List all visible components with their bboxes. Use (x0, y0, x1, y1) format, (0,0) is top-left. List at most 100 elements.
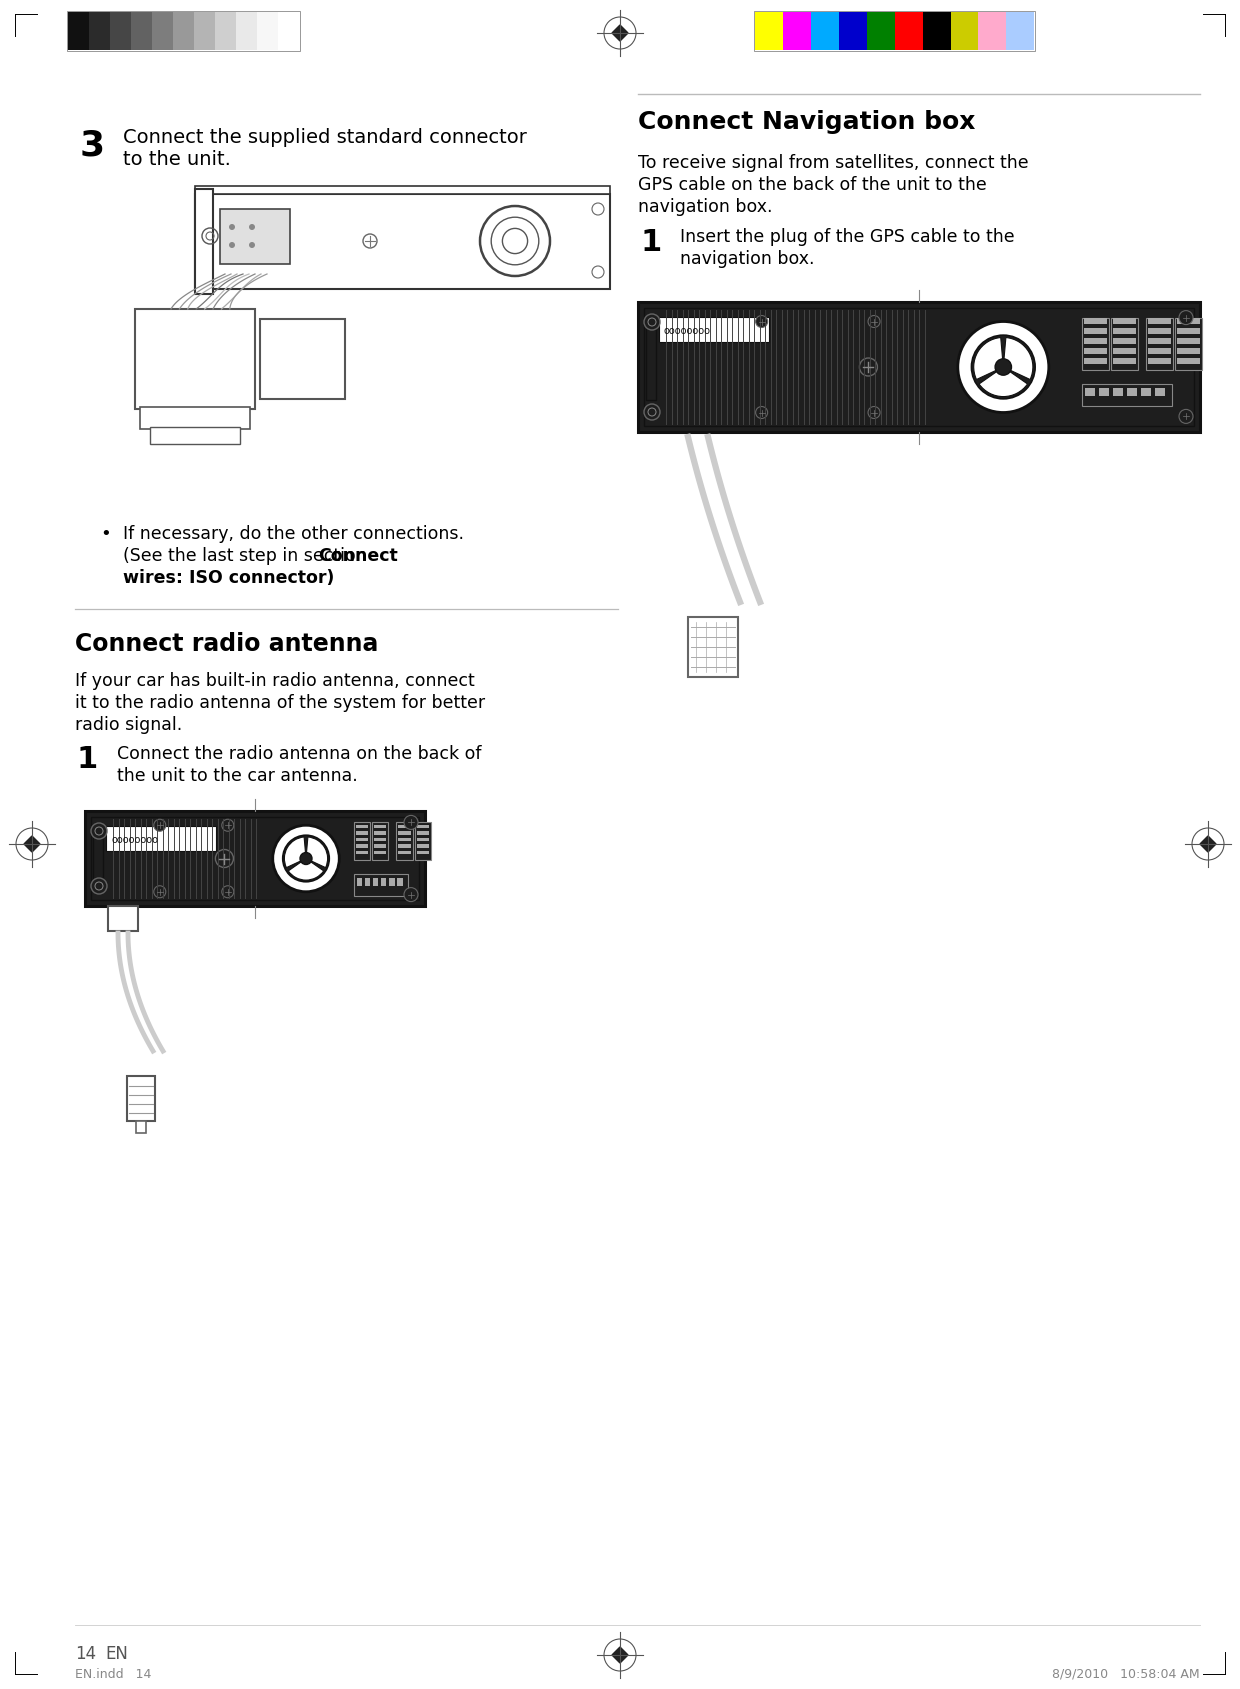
Bar (1085, 388, 1095, 397)
Polygon shape (24, 836, 40, 853)
Circle shape (300, 853, 312, 865)
Text: Connect the radio antenna on the back of: Connect the radio antenna on the back of (117, 745, 481, 762)
Circle shape (229, 225, 236, 231)
Bar (1148, 319, 1171, 324)
Circle shape (154, 887, 166, 899)
Text: the unit to the car antenna.: the unit to the car antenna. (117, 767, 358, 784)
Bar (417, 826, 429, 829)
Bar (135, 309, 255, 410)
Bar (1084, 350, 1107, 355)
Bar (353, 875, 408, 897)
Circle shape (868, 407, 880, 419)
Bar (373, 878, 378, 887)
Bar (398, 851, 410, 855)
Circle shape (91, 878, 107, 895)
Circle shape (249, 225, 255, 231)
Bar (1177, 350, 1200, 355)
Bar (1114, 329, 1136, 334)
Bar (1114, 350, 1136, 355)
Circle shape (1179, 311, 1193, 326)
Circle shape (755, 316, 768, 328)
Bar (755, 14, 782, 51)
Bar (356, 826, 368, 829)
Bar (68, 14, 89, 51)
Bar (1099, 388, 1109, 397)
Text: •: • (100, 525, 110, 542)
Text: 3: 3 (81, 128, 105, 162)
Bar (1084, 329, 1107, 334)
Bar (398, 826, 410, 829)
Bar (417, 844, 429, 848)
Bar (195, 194, 610, 291)
Wedge shape (288, 860, 324, 880)
Text: 14: 14 (74, 1643, 97, 1662)
Text: radio signal.: radio signal. (74, 716, 182, 733)
Bar (356, 844, 368, 848)
Bar (1148, 339, 1171, 345)
Text: to the unit.: to the unit. (123, 150, 231, 169)
Bar (110, 14, 131, 51)
Circle shape (859, 358, 878, 377)
Bar (397, 823, 413, 861)
Circle shape (971, 336, 1035, 400)
Bar (357, 878, 362, 887)
Circle shape (404, 888, 418, 902)
Bar (236, 14, 257, 51)
Text: Connect: Connect (317, 547, 398, 564)
Bar (215, 14, 236, 51)
Bar (195, 189, 213, 296)
Bar (644, 309, 1194, 427)
Bar (356, 838, 368, 841)
Bar (193, 14, 215, 51)
Circle shape (222, 819, 234, 831)
Bar (353, 823, 370, 861)
Text: To receive signal from satellites, connect the: To receive signal from satellites, conne… (639, 154, 1029, 172)
Circle shape (480, 206, 551, 277)
Bar (1148, 329, 1171, 334)
Circle shape (222, 887, 234, 899)
Bar (374, 844, 386, 848)
Circle shape (1179, 410, 1193, 424)
Bar (374, 851, 386, 855)
Text: it to the radio antenna of the system for better: it to the radio antenna of the system fo… (74, 694, 485, 711)
Text: oooooooo: oooooooo (663, 326, 711, 336)
Bar (140, 407, 250, 429)
Bar (398, 844, 410, 848)
Wedge shape (973, 338, 1003, 380)
Circle shape (216, 850, 233, 868)
Circle shape (273, 826, 340, 892)
Bar (260, 319, 345, 400)
Bar (398, 831, 410, 836)
Text: GPS cable on the back of the unit to the: GPS cable on the back of the unit to the (639, 176, 987, 194)
Polygon shape (1200, 836, 1216, 853)
Bar (374, 831, 386, 836)
Bar (93, 831, 103, 883)
Bar (978, 14, 1007, 51)
Bar (417, 838, 429, 841)
Bar (754, 12, 1035, 52)
Text: Connect radio antenna: Connect radio antenna (74, 632, 378, 655)
Text: Insert the plug of the GPS cable to the: Insert the plug of the GPS cable to the (680, 228, 1014, 247)
Bar (951, 14, 978, 51)
Circle shape (996, 360, 1012, 377)
Bar (639, 302, 1200, 432)
Bar (1148, 350, 1171, 355)
Bar (1146, 319, 1173, 370)
Text: Connect Navigation box: Connect Navigation box (639, 110, 976, 133)
Text: navigation box.: navigation box. (639, 198, 773, 216)
Bar (257, 14, 278, 51)
Bar (398, 838, 410, 841)
Bar (1177, 358, 1200, 365)
Text: EN: EN (105, 1643, 128, 1662)
Bar (811, 14, 838, 51)
Bar (356, 831, 368, 836)
Wedge shape (1003, 338, 1033, 380)
Bar (646, 329, 656, 400)
Circle shape (404, 816, 418, 829)
Bar (150, 427, 241, 444)
Bar (219, 209, 290, 265)
Text: wires: ISO connector): wires: ISO connector) (123, 569, 335, 586)
Circle shape (283, 836, 330, 882)
Text: oooooooo: oooooooo (112, 834, 157, 844)
Text: Connect the supplied standard connector: Connect the supplied standard connector (123, 128, 527, 147)
